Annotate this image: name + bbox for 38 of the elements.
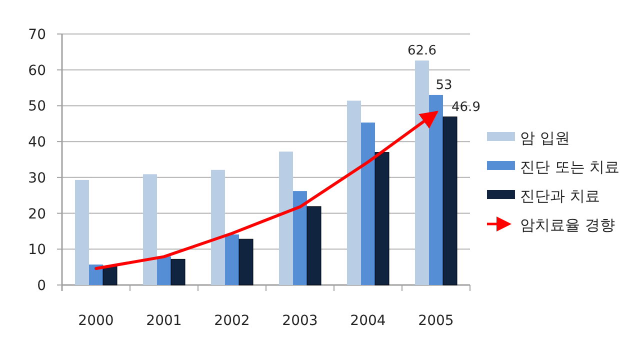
- legend-label: 암치료율 경향: [520, 216, 615, 234]
- y-tick-label: 0: [37, 278, 46, 294]
- bar: [347, 100, 361, 285]
- bar: [306, 206, 322, 286]
- y-tick-label: 50: [28, 98, 46, 115]
- bar: [170, 258, 186, 286]
- x-tick-label: 2001: [146, 313, 182, 329]
- bar: [102, 266, 118, 286]
- bar: [415, 60, 429, 285]
- x-tick-label: 2000: [78, 313, 114, 329]
- bar: [75, 180, 89, 285]
- legend-label: 진단과 치료: [520, 187, 600, 205]
- bar: [225, 234, 239, 285]
- x-tick-label: 2003: [282, 313, 318, 329]
- legend-label: 암 입원: [520, 129, 570, 147]
- bar: [143, 174, 157, 285]
- bar: [279, 152, 293, 285]
- y-tick-label: 60: [28, 62, 46, 79]
- bar: [238, 238, 254, 286]
- legend-label: 진단 또는 치료: [520, 158, 620, 176]
- x-tick-label: 2004: [350, 313, 386, 329]
- bar: [374, 152, 390, 286]
- y-tick-label: 70: [28, 27, 46, 43]
- bar: [157, 256, 171, 285]
- data-label: 53: [436, 78, 452, 93]
- bar: [442, 116, 458, 286]
- x-tick-label: 2002: [214, 313, 250, 329]
- bar: [293, 191, 307, 285]
- bar: [211, 170, 225, 285]
- y-tick-label: 20: [28, 206, 46, 222]
- y-tick-label: 40: [28, 134, 46, 151]
- y-tick-label: 30: [28, 170, 46, 186]
- y-tick-label: 10: [28, 242, 46, 258]
- x-tick-label: 2005: [418, 313, 454, 329]
- bar: [429, 94, 443, 285]
- data-label: 46.9: [452, 100, 480, 115]
- bar: [361, 122, 375, 285]
- data-label: 62.6: [408, 44, 436, 59]
